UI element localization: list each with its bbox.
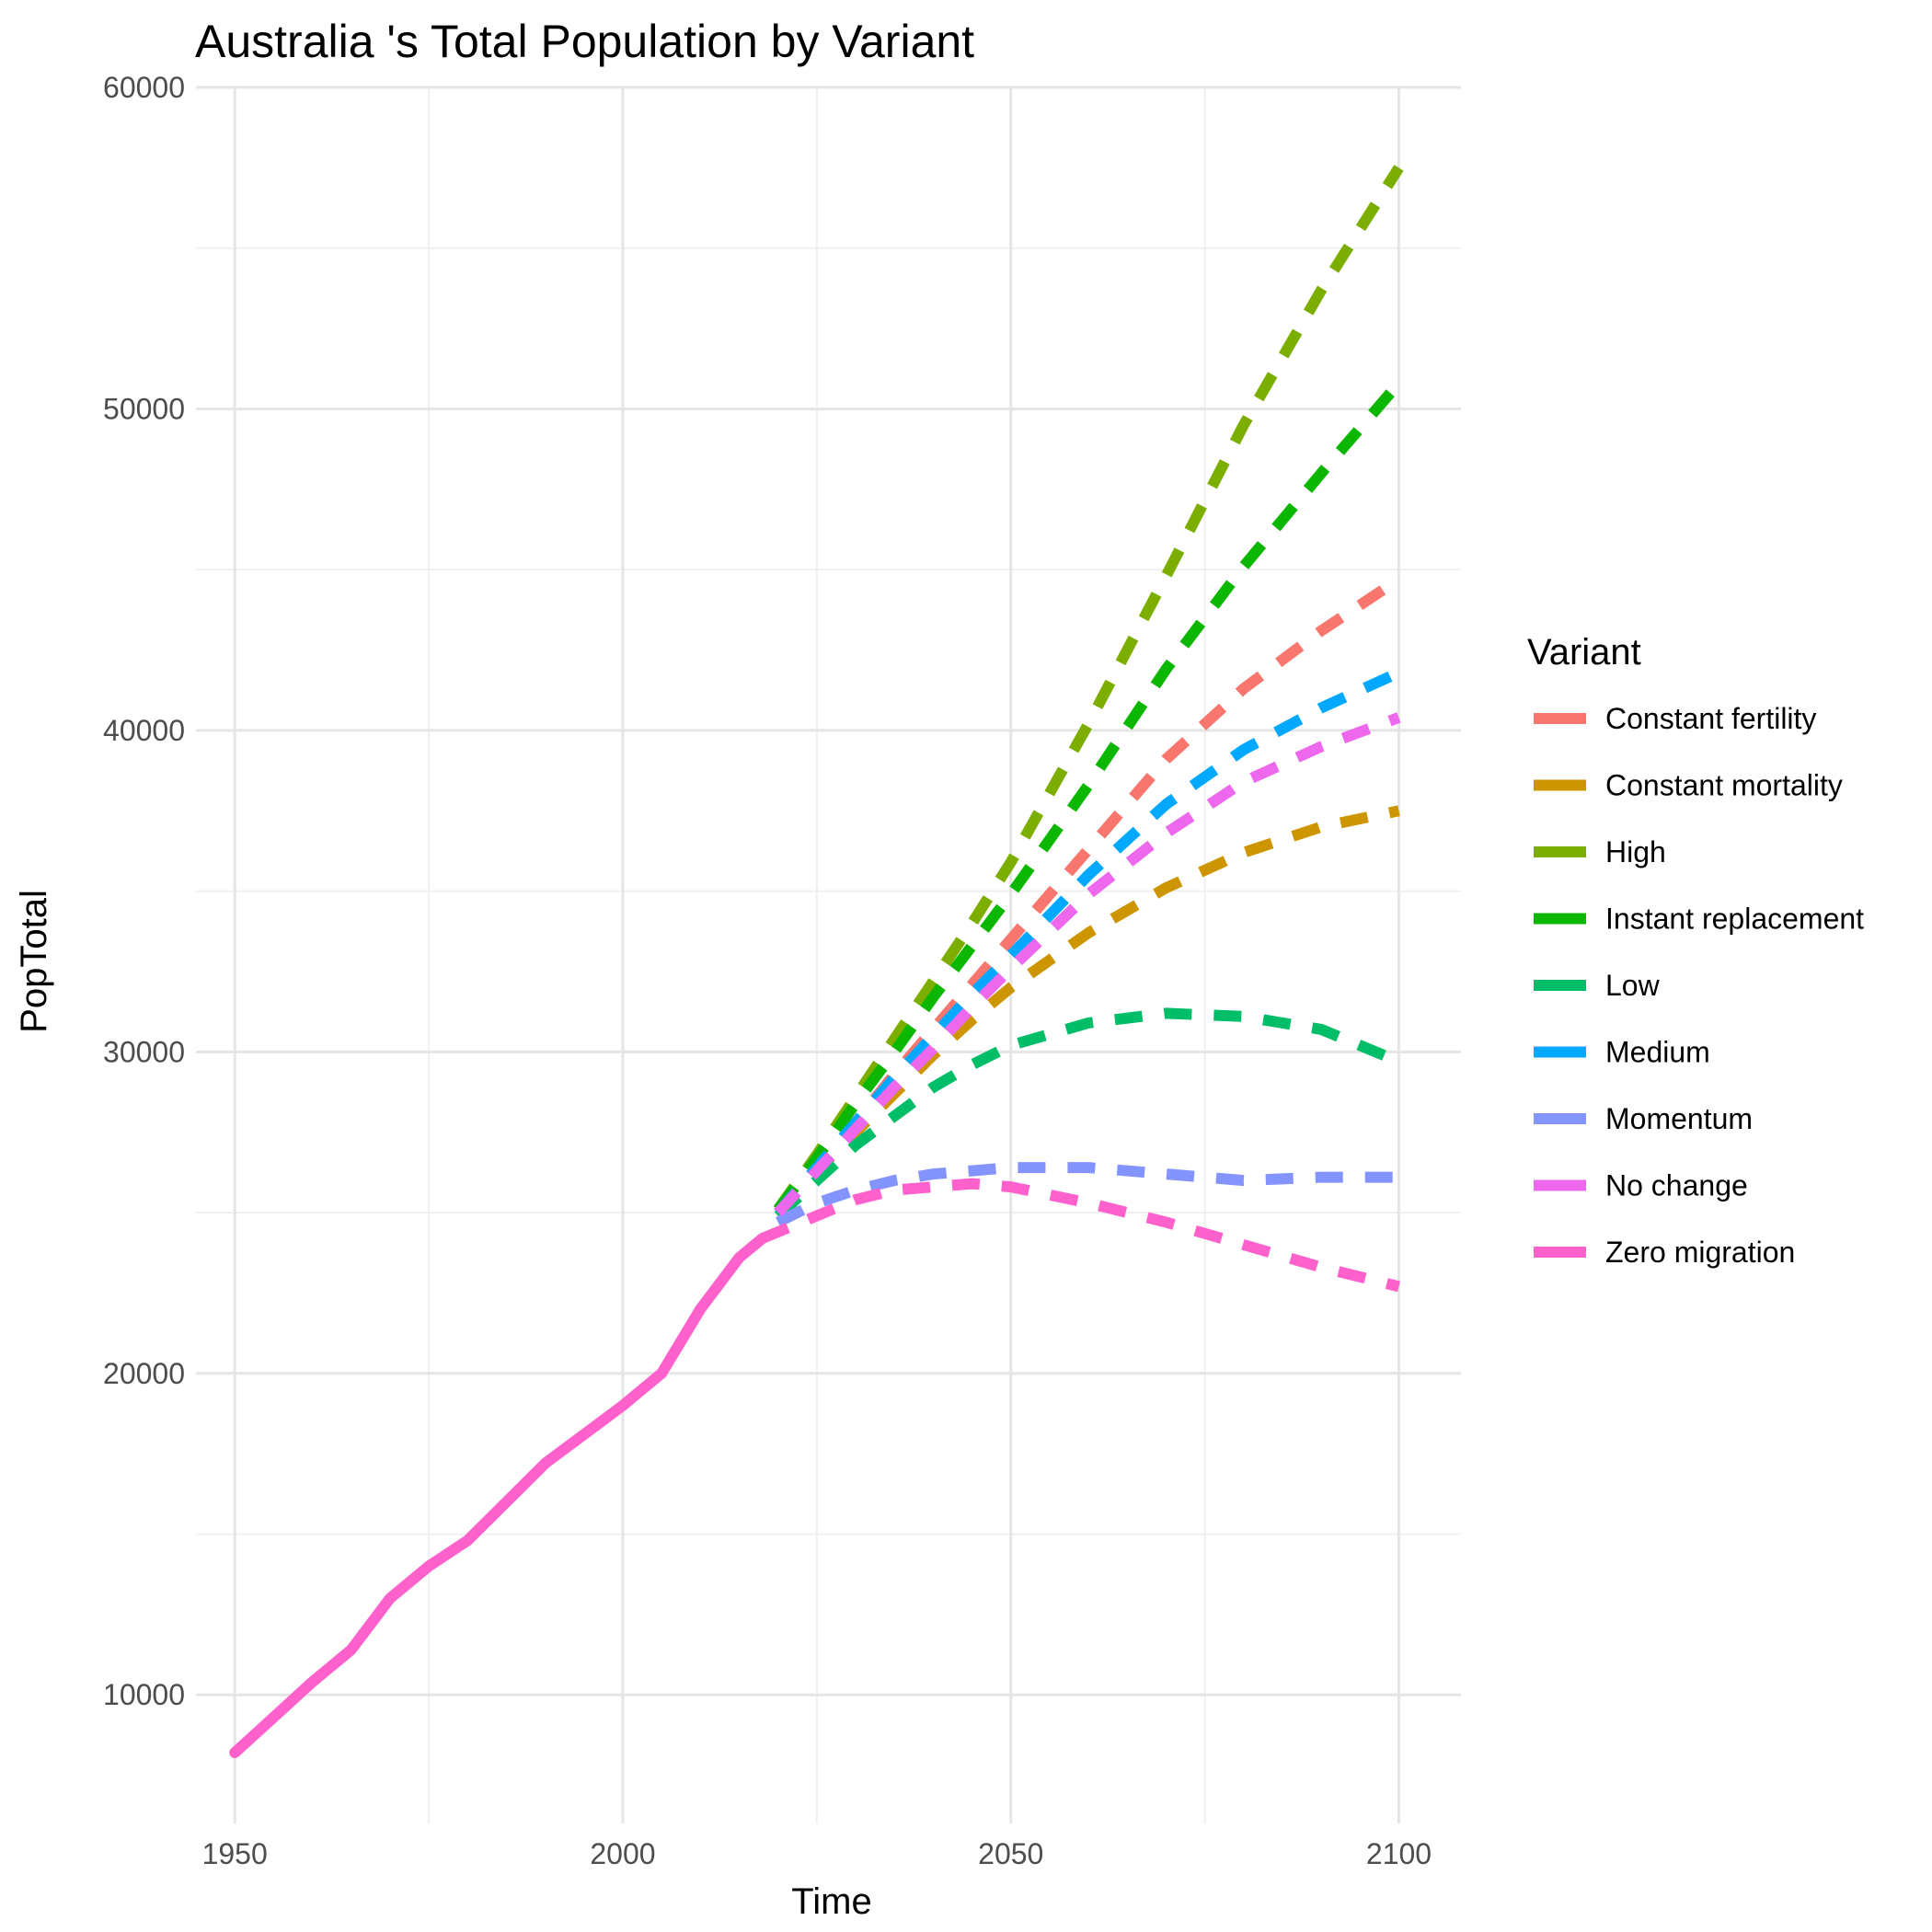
series-line-constant-fertility [774, 574, 1402, 1217]
legend-label: Low [1605, 969, 1661, 1002]
legend-label: Constant fertility [1605, 702, 1816, 735]
x-tick-label: 1950 [202, 1837, 268, 1870]
series-line-instant-replacement [773, 379, 1404, 1213]
legend: Variant Constant fertility Constant morta… [1527, 632, 1864, 1269]
y-tick-label: 50000 [103, 392, 185, 425]
x-tick-label: 2050 [978, 1837, 1043, 1870]
legend-label: Medium [1605, 1036, 1710, 1069]
legend-label: Instant replacement [1605, 903, 1864, 936]
legend-label: No change [1605, 1169, 1748, 1202]
legend-label: Momentum [1605, 1102, 1753, 1135]
axes: 1950 2000 2050 2100 10000 20000 30000 40000 5000… [103, 71, 1432, 1870]
legend-label: Constant mortality [1605, 769, 1843, 802]
series-line-no-change [774, 712, 1401, 1217]
legend-label: High [1605, 835, 1666, 868]
y-tick-label: 40000 [103, 714, 185, 747]
series-line-zero-migration [760, 1178, 1400, 1293]
historical-line [229, 1233, 768, 1759]
y-axis-title: PopTotal [14, 890, 54, 1033]
y-tick-label: 30000 [103, 1035, 185, 1068]
x-axis-title: Time [791, 1881, 871, 1922]
x-tick-label: 2100 [1366, 1837, 1432, 1870]
y-tick-label: 20000 [103, 1357, 185, 1390]
plot-lines [229, 165, 1404, 1759]
chart-title: Australia 's Total Population by Variant [195, 16, 974, 67]
grid [196, 86, 1461, 1823]
legend-title: Variant [1527, 632, 1641, 673]
y-tick-label: 10000 [103, 1678, 185, 1711]
series-line-momentum [776, 1162, 1399, 1227]
y-tick-label: 60000 [103, 71, 185, 104]
series-line-low [774, 1007, 1401, 1221]
x-tick-label: 2000 [590, 1837, 655, 1870]
legend-label: Zero migration [1605, 1236, 1795, 1269]
